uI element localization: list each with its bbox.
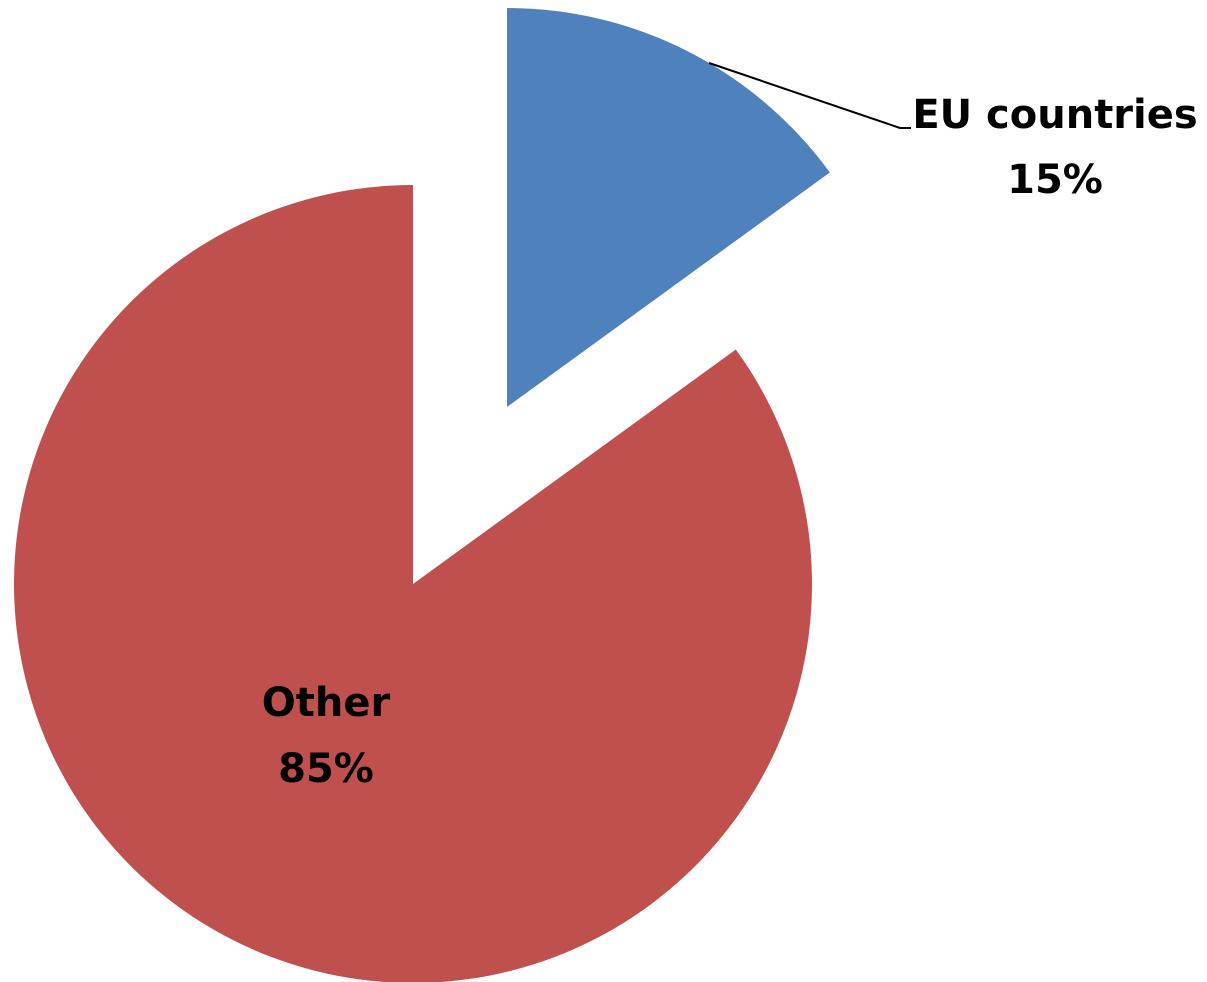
- slice-label-other-name: Other: [262, 680, 391, 726]
- slice-label-eu-countries-name: EU countries: [912, 92, 1197, 138]
- pie-slice-eu-countries: [507, 8, 830, 407]
- pie-slices: [14, 8, 830, 982]
- slice-label-eu-countries-percent: 15%: [1007, 157, 1103, 203]
- pie-slice-other: [14, 185, 812, 982]
- leader-line-eu-countries: [708, 62, 911, 129]
- slice-label-other-percent: 85%: [278, 746, 374, 792]
- pie-labels: EU countries 15% Other 85%: [262, 92, 1198, 792]
